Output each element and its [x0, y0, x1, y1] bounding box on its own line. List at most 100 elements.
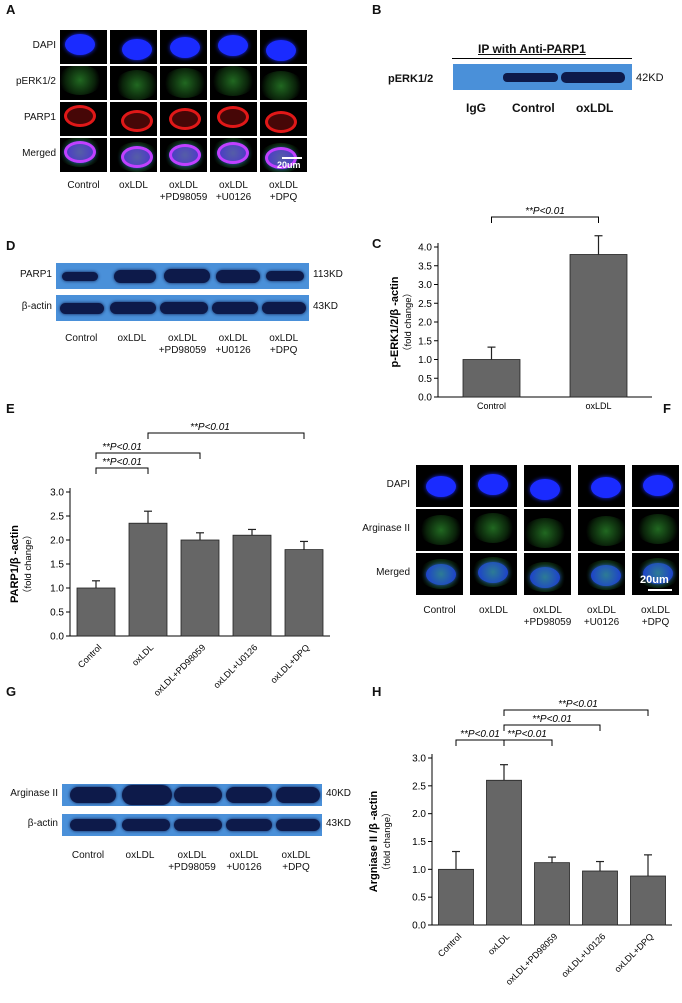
panel-a-micrograph-cell — [160, 138, 207, 172]
panel-a-micrograph-cell — [110, 66, 157, 100]
panel-a-row-label: PARP1 — [23, 112, 56, 123]
significance-bracket — [95, 452, 201, 459]
panel-f-micrograph-cell — [470, 553, 517, 595]
nucleus — [590, 477, 621, 498]
blot-band — [174, 819, 222, 831]
panel-b-lane-oxldl: oxLDL — [576, 101, 614, 115]
green-signal — [635, 514, 679, 544]
x-tick-label: oxLDL+DPQ — [268, 642, 311, 685]
panel-a-micrograph-cell — [160, 66, 207, 100]
y-tick-label: 2.0 — [50, 536, 64, 547]
bar — [534, 862, 570, 926]
blot-band — [160, 302, 208, 314]
significance-label: **P<0.01 — [558, 699, 598, 710]
panel-f-row-label: Merged — [376, 567, 410, 578]
y-tick-label: 3.0 — [418, 280, 432, 291]
panel-a-micrograph-cell — [60, 102, 107, 136]
significance-bracket — [503, 739, 553, 746]
panel-a-micrograph-cell — [210, 138, 257, 172]
significance-label: **P<0.01 — [507, 729, 547, 740]
panel-a-scale-bar — [282, 157, 302, 159]
panel-b-bracket — [452, 58, 632, 59]
significance-bracket — [503, 724, 601, 731]
green-signal — [583, 560, 625, 590]
bar — [438, 868, 474, 926]
panel-f-micrograph-cell — [470, 465, 517, 507]
green-signal — [470, 513, 515, 543]
panel-a-scale-label: 20um — [277, 160, 301, 170]
blot-condition-label: oxLDL +DPQ — [281, 850, 311, 873]
red-signal — [216, 106, 249, 128]
nucleus — [425, 476, 456, 497]
panel-b-lane-control: Control — [512, 101, 555, 115]
panel-f-micrograph-cell — [578, 465, 625, 507]
panel-f-micrograph-cell — [578, 553, 625, 595]
panel-a-micrograph-cell — [60, 30, 107, 64]
bar — [569, 254, 628, 398]
panel-f-scale-label: 20um — [640, 574, 669, 586]
panel-b-row-label: pERK1/2 — [388, 73, 434, 85]
blot-band — [110, 302, 156, 314]
nucleus — [64, 34, 95, 55]
panel-a-micrograph-cell — [210, 102, 257, 136]
x-tick-label: oxLDL — [130, 642, 155, 667]
panel-f-micrograph-cell — [524, 553, 571, 595]
y-tick-label: 2.0 — [412, 809, 426, 820]
significance-label: **P<0.01 — [190, 422, 230, 433]
panel-f-micrograph-cell — [578, 509, 625, 551]
red-signal — [216, 142, 249, 164]
y-tick-label: 0.5 — [50, 608, 64, 619]
blot-condition-label: oxLDL +U0126 — [226, 850, 262, 873]
panel-b-blot — [453, 64, 632, 90]
nucleus — [169, 37, 200, 58]
blot-condition-label: oxLDL +U0126 — [215, 333, 251, 356]
panel-b-size-label: 42KD — [636, 72, 664, 84]
panel-f-condition-label: Control — [423, 605, 456, 616]
panel-f-micrograph-cell — [416, 553, 463, 595]
blot-band — [70, 819, 116, 831]
green-signal — [524, 562, 567, 592]
significance-bracket — [147, 432, 305, 439]
nucleus — [477, 474, 508, 495]
blot-band — [164, 269, 210, 283]
y-tick-label: 0.5 — [412, 893, 426, 904]
significance-bracket — [503, 709, 649, 716]
panel-f-condition-label: oxLDL +PD98059 — [523, 605, 572, 628]
panel-f-condition-label: oxLDL +U0126 — [583, 605, 620, 628]
significance-label: **P<0.01 — [532, 714, 572, 725]
red-signal — [63, 105, 96, 127]
x-tick-label: Control — [436, 931, 464, 959]
panel-a-micrograph-cell — [260, 102, 307, 136]
green-signal — [210, 66, 255, 96]
panel-a-row-label: pERK1/2 — [15, 76, 56, 87]
green-signal — [524, 518, 567, 548]
panel-b-band-control — [503, 73, 558, 82]
panel-b-band-oxldl — [561, 72, 625, 83]
panel-g-letter: G — [6, 684, 17, 699]
blot-strip — [62, 814, 322, 836]
green-signal — [418, 559, 463, 589]
blot-condition-label: oxLDL +PD98059 — [158, 333, 207, 356]
panel-a-letter: A — [6, 2, 16, 17]
panel-a-row-label: Merged — [22, 148, 56, 159]
panel-f-micrograph-cell — [632, 553, 679, 595]
x-tick-label: Control — [76, 642, 104, 670]
x-tick-label: Control — [477, 401, 506, 411]
panel-e-chart: 0.0 0.5 1.0 1.5 2.0 2.5 3.0 PARP1/β -actin （fold… — [9, 422, 330, 698]
panel-f-row-label: DAPI — [386, 479, 410, 490]
nucleus — [121, 39, 152, 60]
y-tick-label: 1.0 — [412, 865, 426, 876]
panel-a-micrograph-cell — [110, 30, 157, 64]
panel-h-letter: H — [372, 684, 382, 699]
panel-f-micrograph-cell — [416, 465, 463, 507]
blot-band — [174, 787, 222, 803]
green-signal — [583, 516, 625, 546]
significance-label: **P<0.01 — [460, 729, 500, 740]
y-tick-label: 1.5 — [50, 560, 64, 571]
red-signal — [168, 108, 201, 130]
bar — [232, 534, 272, 637]
panel-b-title: IP with Anti-PARP1 — [478, 42, 586, 56]
panel-f-micrograph-cell — [524, 509, 571, 551]
panel-a-micrograph-cell — [60, 66, 107, 100]
blot-condition-label: Control — [71, 850, 105, 861]
